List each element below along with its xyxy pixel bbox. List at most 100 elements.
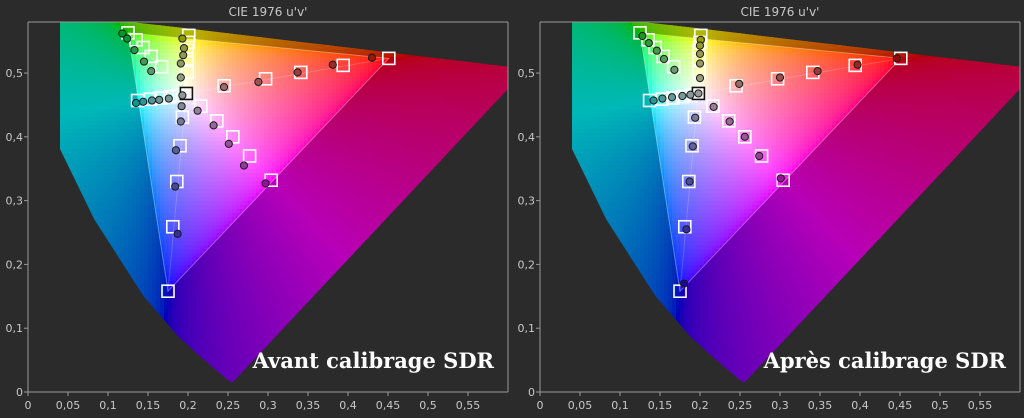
- measured-point: [670, 65, 679, 74]
- measured-markers: [638, 31, 901, 288]
- measured-point: [171, 146, 181, 155]
- chart-panel-after: 0 0,05 0,1 0,15 0,2 0,25 0,3 0,35 0,4 0,45 0,5 0,55…: [512, 0, 1024, 418]
- x-tick-label: 0,25: [728, 399, 753, 412]
- target-square: [173, 138, 187, 153]
- x-tick-label: 0,15: [136, 399, 161, 412]
- x-tick-label: 0,15: [648, 399, 673, 412]
- measured-point: [709, 102, 718, 111]
- measured-point: [695, 41, 705, 50]
- measured-point: [367, 53, 377, 62]
- measured-point: [171, 182, 180, 191]
- x-tick-label: 0,3: [771, 399, 789, 412]
- measured-point: [679, 279, 689, 288]
- chromaticity-chart: 0 0,05 0,1 0,15 0,2 0,25 0,3 0,35 0,4 0,45 0,5 0,55…: [518, 5, 1021, 412]
- measured-point: [659, 54, 669, 64]
- x-tick-label: 0,3: [259, 399, 277, 412]
- measured-point: [740, 132, 749, 141]
- x-tick-label: 0,35: [808, 399, 833, 412]
- x-tick-label: 0,45: [376, 399, 401, 412]
- chromaticity-chart: 0 0,05 0,1 0,15 0,2 0,25 0,3 0,35 0,4 0,45 0,5 0,55…: [6, 5, 509, 412]
- measured-point: [658, 94, 667, 103]
- x-tick-label: 0: [537, 399, 544, 412]
- measured-point: [176, 73, 185, 82]
- chart-title: CIE 1976 u'v': [229, 5, 308, 19]
- y-tick-label: 0,4: [518, 131, 536, 144]
- measured-point: [147, 67, 156, 76]
- x-tick-label: 0,2: [179, 399, 197, 412]
- measured-point: [691, 113, 700, 122]
- measured-point: [164, 94, 173, 103]
- target-square: [682, 174, 696, 189]
- measured-point: [678, 91, 687, 101]
- x-tick-label: 0,55: [968, 399, 993, 412]
- measured-point: [193, 106, 202, 115]
- x-tick-label: 0,5: [419, 399, 437, 412]
- target-square: [226, 130, 240, 144]
- measured-point: [685, 177, 694, 186]
- target-square: [144, 49, 158, 64]
- measured-point: [176, 59, 185, 68]
- measured-point: [139, 97, 148, 106]
- measured-point: [813, 67, 822, 76]
- y-tick-label: 0: [528, 386, 535, 399]
- gamut-triangle: [639, 32, 902, 293]
- measured-point: [224, 139, 233, 148]
- target-square: [242, 149, 257, 163]
- measured-point: [688, 142, 697, 151]
- measured-point: [695, 74, 705, 83]
- measured-point: [254, 77, 263, 87]
- target-square: [217, 78, 231, 93]
- calibration-label: Avant calibrage SDR: [252, 348, 495, 373]
- measured-point: [755, 151, 764, 161]
- x-tick-label: 0: [25, 399, 32, 412]
- target-square: [722, 114, 736, 128]
- calibration-label: Après calibrage SDR: [763, 348, 1007, 373]
- measured-point: [775, 73, 785, 82]
- measured-point: [735, 79, 744, 88]
- measured-point: [209, 121, 218, 130]
- target-square: [180, 52, 194, 66]
- measured-point: [178, 34, 187, 43]
- x-tick-label: 0,2: [691, 399, 709, 412]
- y-tick-label: 0,3: [518, 195, 536, 208]
- measured-point: [695, 49, 705, 58]
- target-square: [687, 110, 702, 124]
- target-square: [706, 99, 720, 114]
- measured-point: [219, 82, 229, 92]
- x-tick-label: 0,1: [611, 399, 629, 412]
- measured-point: [179, 44, 189, 53]
- measured-point: [293, 68, 302, 77]
- measured-point: [131, 98, 141, 108]
- measured-point: [130, 45, 139, 55]
- measured-point: [173, 229, 182, 238]
- target-square: [154, 59, 169, 74]
- chart-title: CIE 1976 u'v': [741, 5, 820, 19]
- y-tick-label: 0,5: [518, 67, 536, 80]
- target-square: [381, 51, 396, 66]
- target-square: [161, 284, 175, 299]
- measured-point: [261, 179, 270, 188]
- x-tick-label: 0,25: [216, 399, 241, 412]
- x-tick-label: 0,35: [296, 399, 321, 412]
- target-square: [166, 219, 180, 234]
- measured-point: [892, 54, 901, 63]
- measured-point: [853, 60, 862, 69]
- measured-point: [638, 31, 647, 41]
- measured-point: [725, 117, 734, 126]
- y-tick-label: 0,1: [6, 322, 24, 335]
- x-tick-label: 0,4: [339, 399, 357, 412]
- target-square: [336, 58, 351, 73]
- y-tick-label: 0,2: [518, 258, 536, 271]
- y-tick-label: 0,3: [6, 195, 24, 208]
- x-tick-label: 0,45: [888, 399, 913, 412]
- x-tick-label: 0,05: [568, 399, 593, 412]
- measured-point: [239, 161, 249, 170]
- measured-point: [667, 93, 677, 102]
- target-square: [673, 284, 687, 299]
- measured-point: [179, 51, 188, 60]
- measured-point: [147, 96, 157, 105]
- measured-point: [776, 174, 785, 183]
- measured-point: [644, 38, 653, 48]
- x-tick-label: 0,1: [99, 399, 117, 412]
- measured-point: [139, 57, 149, 66]
